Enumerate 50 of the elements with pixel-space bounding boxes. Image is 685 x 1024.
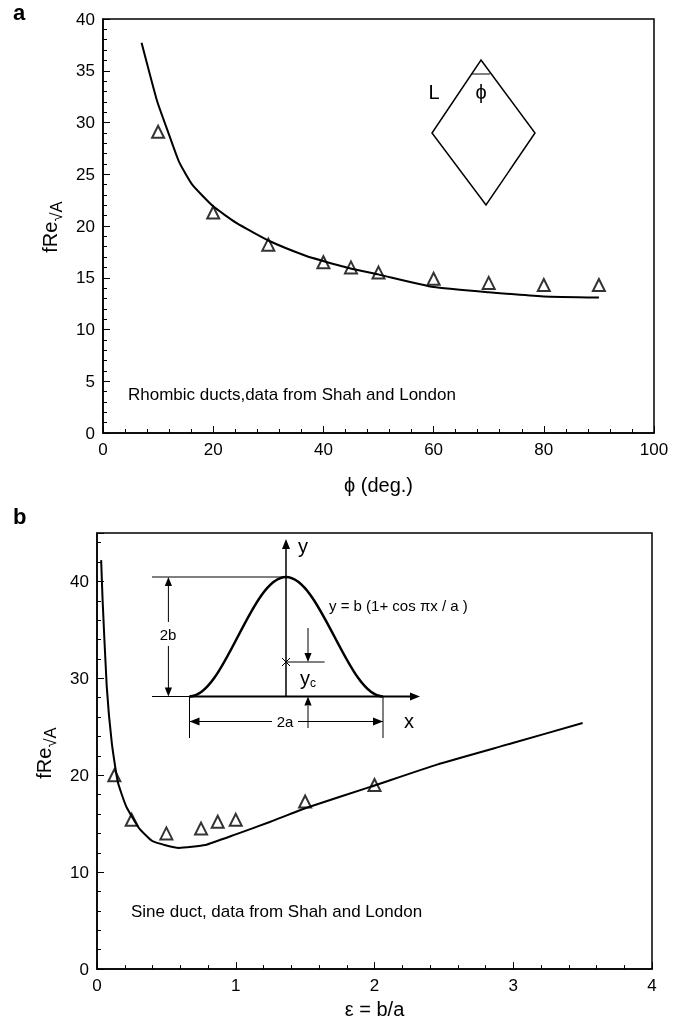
- y-tick-label: 0: [79, 959, 89, 979]
- annotation: L: [428, 81, 440, 103]
- y-tick-label: 20: [76, 216, 95, 236]
- x-axis-title: ϕ (deg.): [343, 474, 414, 496]
- y-tick-label: 30: [76, 113, 95, 132]
- y-tick-label: 15: [76, 268, 95, 288]
- annotation: Sine duct, data from Shah and London: [131, 901, 423, 921]
- point: [159, 826, 174, 841]
- x-axis-title: ε = b/a: [344, 998, 406, 1020]
- annotation: 2b: [159, 625, 177, 643]
- y-tick-label: 40: [70, 571, 89, 591]
- x-tick-label: 3: [508, 976, 518, 996]
- annotation: 2a: [276, 712, 294, 730]
- point: [426, 271, 441, 286]
- chart-title: b: [13, 503, 27, 529]
- y-tick-label: 10: [70, 862, 89, 882]
- x-tick-label: 2: [369, 976, 380, 996]
- x-tick-label: 0: [98, 440, 108, 459]
- y-tick-label: 10: [76, 320, 95, 339]
- line-series: [140, 41, 600, 299]
- annotation: y = b (1+ cos πx / a ): [329, 596, 468, 614]
- point: [536, 277, 551, 292]
- y-tick-label: 35: [76, 61, 95, 81]
- x-tick-label: 1: [231, 976, 241, 996]
- x-tick-label: 100: [639, 440, 669, 459]
- x-tick-label: 40: [313, 440, 333, 459]
- x-tick-label: 60: [424, 440, 444, 459]
- point: [298, 794, 313, 809]
- point: [481, 275, 496, 290]
- annotation: y: [298, 535, 308, 557]
- x-tick-label: 20: [203, 440, 223, 459]
- point: [206, 205, 221, 220]
- x-tick-label: 80: [534, 440, 554, 459]
- annotation: Rhombic ducts,data from Shah and London: [128, 384, 456, 404]
- y-tick-label: 30: [70, 668, 89, 688]
- point: [261, 237, 276, 252]
- y-tick-label: 0: [85, 423, 95, 443]
- point: [151, 124, 166, 139]
- y-tick-label: 5: [85, 371, 95, 391]
- chart-title: a: [13, 0, 26, 25]
- x-tick-label: 4: [647, 976, 657, 996]
- y-tick-label: 20: [70, 765, 89, 785]
- annotation: x: [404, 710, 414, 732]
- point: [591, 277, 606, 292]
- y-tick-label: 40: [76, 9, 95, 29]
- point: [228, 812, 243, 827]
- point: [210, 814, 225, 829]
- annotation: ϕ: [475, 81, 487, 103]
- y-tick-label: 25: [76, 164, 95, 184]
- point: [194, 821, 209, 836]
